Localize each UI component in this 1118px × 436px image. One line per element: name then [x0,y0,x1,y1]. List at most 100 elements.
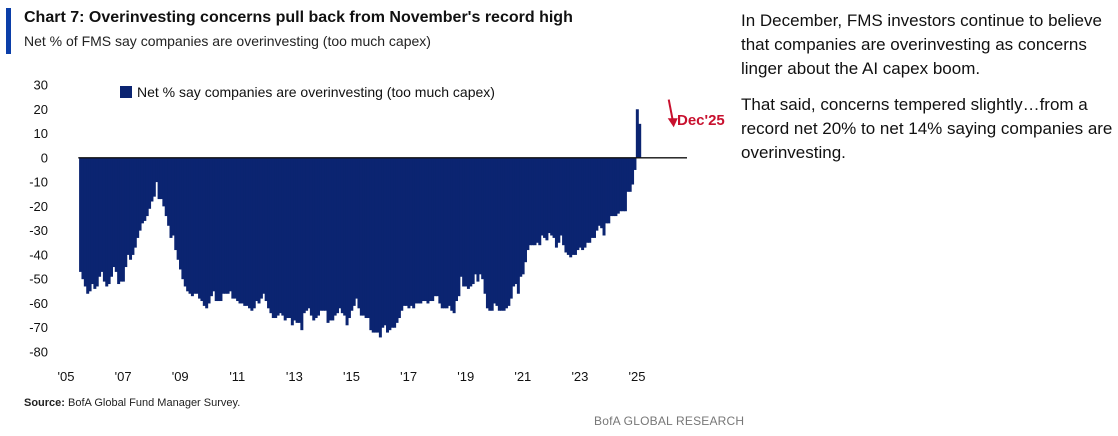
x-tick-label: '07 [115,369,132,384]
bar [557,157,561,243]
bar [545,157,549,241]
bar [183,157,187,287]
bar [452,157,456,314]
bar [110,157,113,277]
bar [224,157,228,294]
bar [152,157,156,197]
bar [86,157,90,294]
bar [124,157,128,268]
bar [245,157,249,306]
chart-title: Chart 7: Overinvesting concerns pull bac… [24,9,573,26]
bar [98,157,102,277]
bar [288,157,292,319]
bar [519,157,523,277]
source-label: Source: [24,397,65,409]
bar [133,157,137,248]
bar [176,157,180,260]
bar [416,157,420,304]
bar [333,157,337,316]
bar [369,157,373,331]
bar [364,157,368,319]
bar [362,157,366,316]
bar [297,157,301,323]
bar [412,157,416,309]
bar [259,157,263,299]
bar [524,157,527,263]
bar [521,157,525,275]
bar [269,157,273,314]
bar [286,157,290,319]
chart-subtitle: Net % of FMS say companies are overinves… [24,33,431,49]
bar [481,157,485,280]
bar [371,157,375,333]
y-axis: 30 20 10 0 -10 -20 -30 -40 -50 -60 -70 -80 [29,78,48,360]
bar [600,157,604,229]
bar [507,157,511,306]
bar [169,157,173,238]
bar [271,157,275,319]
legend-label: Net % say companies are overinvesting (t… [137,84,495,100]
bar [90,157,94,285]
bar [464,157,468,287]
y-tick-label: -80 [29,345,48,360]
bar [295,157,299,323]
bar [495,157,499,306]
y-tick-label: -10 [29,175,48,190]
bar [205,157,209,309]
bar [588,157,592,243]
bar [531,157,535,246]
bar [571,157,575,255]
bar [438,157,442,304]
bar [509,157,513,299]
y-tick-label: 30 [34,78,48,93]
bar [328,157,332,321]
bar [276,157,280,316]
bar [383,157,387,326]
bar [319,157,323,311]
bar [431,157,435,302]
bar [171,157,175,236]
bar [83,157,87,287]
bar [359,157,363,316]
bar [340,157,344,314]
y-tick-label: -30 [29,223,48,238]
bar [559,157,563,236]
x-tick-label: '09 [172,369,189,384]
commentary-paragraph-1: In December, FMS investors continue to b… [741,11,1102,78]
source-text: BofA Global Fund Manager Survey. [68,397,241,409]
bar [512,157,516,287]
bar [504,157,508,309]
bar [550,157,554,236]
x-tick-label: '05 [58,369,75,384]
bar [535,157,539,243]
bar [283,157,287,321]
y-tick-label: -50 [29,272,48,287]
bar [488,157,492,311]
bar [95,157,99,287]
bar [179,157,182,270]
bar [121,157,125,282]
bar [578,157,582,248]
bar [162,157,166,207]
y-tick-label: 10 [34,126,48,141]
bar [623,157,627,212]
bar [300,157,304,331]
commentary-paragraph-2: That said, concerns tempered slightly…fr… [741,95,1113,162]
bar [424,157,428,302]
bar [376,157,380,333]
x-tick-label: '23 [571,369,588,384]
y-tick-label: -20 [29,199,48,214]
bar [407,157,411,309]
bar [374,157,378,333]
bar [305,157,309,311]
bar [435,157,439,297]
bar [226,157,230,294]
bar [526,157,530,251]
bar [447,157,451,306]
annotation-arrow [667,99,674,121]
bar [405,157,409,306]
bar [566,157,570,255]
bar [250,157,254,311]
bar [107,157,111,285]
bar [388,157,392,331]
